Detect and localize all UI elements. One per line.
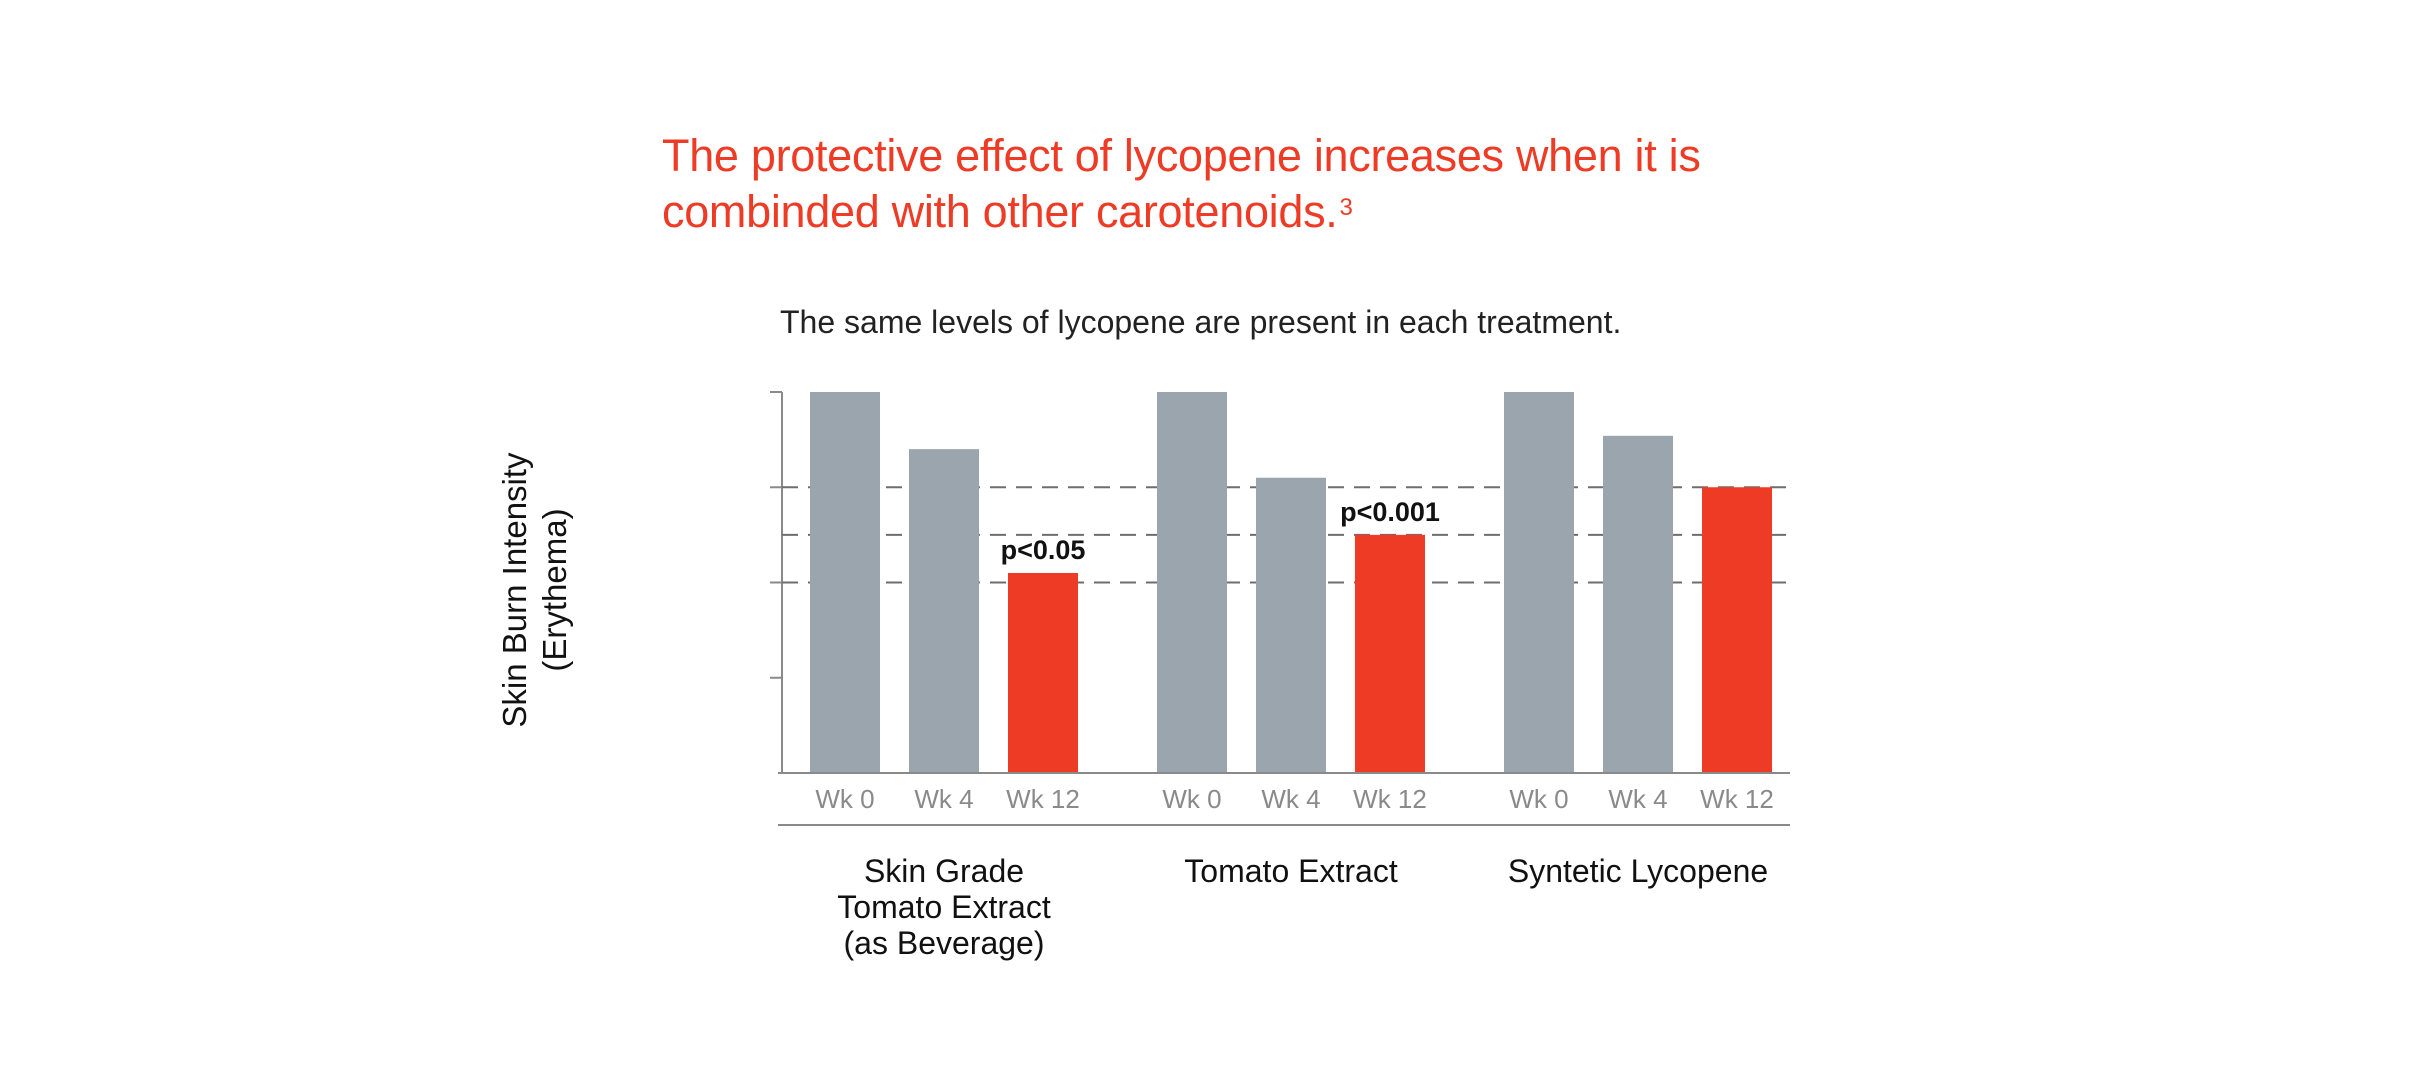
bar <box>1702 487 1772 773</box>
x-tick-label: Wk 12 <box>1700 784 1774 814</box>
group-label-line: Skin Grade <box>863 853 1025 889</box>
bar <box>1008 572 1078 773</box>
headline-footnote-marker: 3 <box>1339 194 1353 221</box>
bar <box>1355 534 1425 773</box>
x-tick-label: Wk 0 <box>1509 784 1568 814</box>
chart-headline: The protective effect of lycopene increa… <box>662 128 1862 240</box>
x-tick-label: Wk 4 <box>1261 784 1320 814</box>
headline-text: The protective effect of lycopene increa… <box>662 130 1701 237</box>
bar <box>909 449 979 773</box>
x-tick-label: Wk 4 <box>914 784 973 814</box>
group-label-line: (as Beverage) <box>843 925 1045 961</box>
group-label: Syntetic Lycopene <box>1468 853 1808 889</box>
x-tick-label: Wk 0 <box>1162 784 1221 814</box>
group-label: Tomato Extract <box>1121 853 1461 889</box>
x-tick-label: Wk 0 <box>815 784 874 814</box>
significance-annotation: p<0.001 <box>1340 497 1440 527</box>
significance-annotation: p<0.05 <box>1001 535 1086 565</box>
bar <box>1504 392 1574 773</box>
group-label-line: Tomato Extract <box>837 889 1051 925</box>
chart-subtitle: The same levels of lycopene are present … <box>780 304 1622 340</box>
bar <box>1603 435 1673 773</box>
x-tick-label: Wk 4 <box>1608 784 1667 814</box>
x-tick-label: Wk 12 <box>1006 784 1080 814</box>
group-label-line: Tomato Extract <box>1184 853 1398 889</box>
x-tick-label: Wk 12 <box>1353 784 1427 814</box>
bar <box>810 392 880 773</box>
group-label: Skin Grade Tomato Extract (as Beverage) <box>774 853 1114 961</box>
bar <box>1157 392 1227 773</box>
bar <box>1256 477 1326 773</box>
group-label-line: Syntetic Lycopene <box>1507 853 1769 889</box>
